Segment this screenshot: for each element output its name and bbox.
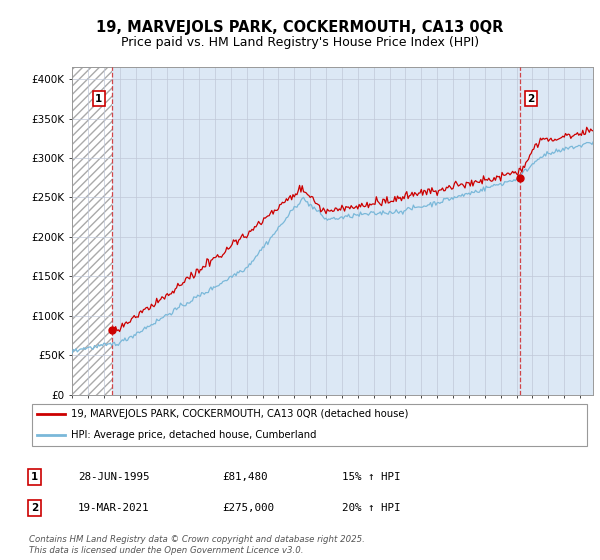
Text: 20% ↑ HPI: 20% ↑ HPI: [342, 503, 401, 513]
Bar: [72, 67, 112, 395]
Text: 19-MAR-2021: 19-MAR-2021: [78, 503, 149, 513]
Text: 2: 2: [527, 94, 535, 104]
Text: 1: 1: [31, 472, 38, 482]
Text: 15% ↑ HPI: 15% ↑ HPI: [342, 472, 401, 482]
Text: 2: 2: [31, 503, 38, 513]
Text: £81,480: £81,480: [222, 472, 268, 482]
Bar: [72, 67, 112, 395]
Text: 19, MARVEJOLS PARK, COCKERMOUTH, CA13 0QR: 19, MARVEJOLS PARK, COCKERMOUTH, CA13 0Q…: [97, 20, 503, 35]
Text: Price paid vs. HM Land Registry's House Price Index (HPI): Price paid vs. HM Land Registry's House …: [121, 36, 479, 49]
Text: £275,000: £275,000: [222, 503, 274, 513]
FancyBboxPatch shape: [32, 404, 587, 446]
Text: 28-JUN-1995: 28-JUN-1995: [78, 472, 149, 482]
Text: HPI: Average price, detached house, Cumberland: HPI: Average price, detached house, Cumb…: [71, 430, 316, 440]
Text: 19, MARVEJOLS PARK, COCKERMOUTH, CA13 0QR (detached house): 19, MARVEJOLS PARK, COCKERMOUTH, CA13 0Q…: [71, 409, 408, 419]
Text: Contains HM Land Registry data © Crown copyright and database right 2025.
This d: Contains HM Land Registry data © Crown c…: [29, 535, 365, 555]
Bar: [112, 67, 593, 395]
Text: 1: 1: [95, 94, 103, 104]
